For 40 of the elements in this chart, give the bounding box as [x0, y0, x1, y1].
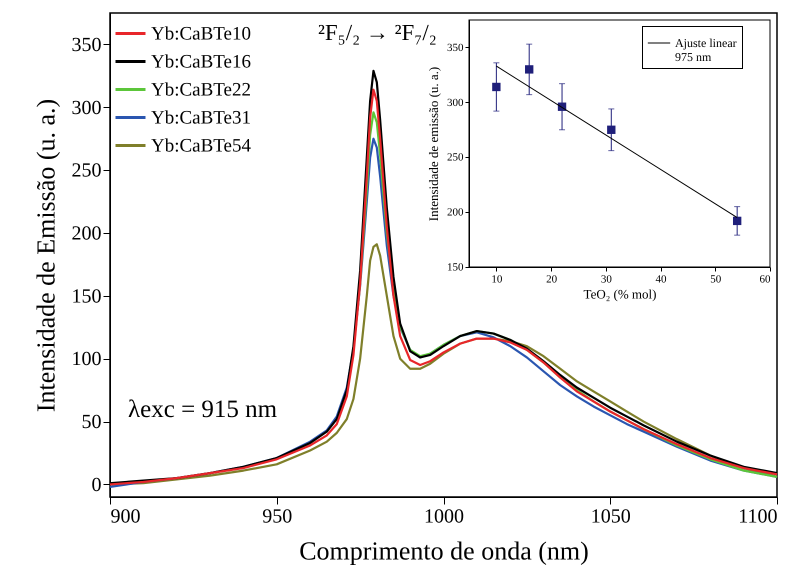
y-tick-label: 200 [72, 222, 102, 244]
point [492, 82, 501, 92]
y-tick-label: 250 [447, 152, 464, 164]
y-tick-label: 350 [72, 34, 102, 56]
annotation: λexc = 915 nm [128, 396, 278, 423]
y-tick-label: 0 [92, 474, 102, 496]
y-tick-label: 100 [72, 348, 102, 370]
legend-label: Yb:CaBTe10 [151, 24, 251, 44]
x-tick-label: 1000 [424, 506, 464, 528]
y-tick-label: 150 [72, 285, 102, 308]
x-tick-label: 1100 [738, 506, 778, 528]
legend-label: Yb:CaBTe22 [151, 80, 251, 100]
x-tick-label: 30 [600, 274, 612, 286]
x-tick-label: 60 [760, 274, 771, 286]
y-tick-label: 300 [447, 96, 464, 109]
y-tick-label: 300 [72, 96, 102, 119]
y-tick-label: 200 [447, 206, 464, 219]
point [607, 126, 616, 134]
x-axis-title: Comprimento de onda (nm) [299, 536, 589, 566]
y-tick-label: 50 [82, 411, 102, 434]
legend-label: Ajuste linear 975 nm [675, 36, 737, 64]
point [525, 65, 534, 74]
y-tick-label: 150 [447, 262, 464, 274]
x-tick-label: 1050 [590, 506, 631, 528]
x-tick-label: 10 [491, 274, 503, 286]
legend-label: Yb:CaBTe16 [151, 52, 251, 72]
y-axis-title: Intensidade de Emissão (u. a.) [32, 98, 60, 412]
y-tick-label: 350 [447, 42, 464, 54]
annotation: ²F₅/₂ → ²F₇/₂ [318, 20, 437, 45]
point [732, 216, 742, 226]
x-axis-title: TeO₂ (% mol) [584, 286, 656, 302]
x-tick-label: 950 [262, 506, 292, 528]
y-axis-title: Intensidade de emissão (u. a.) [426, 66, 441, 222]
x-tick-label: 20 [546, 274, 558, 286]
x-tick-label: 900 [110, 506, 140, 528]
legend-label: Yb:CaBTe31 [151, 108, 251, 128]
legend-label: Yb:CaBTe54 [151, 136, 252, 156]
x-tick-label: 40 [656, 274, 668, 286]
x-tick-label: 50 [710, 274, 722, 286]
y-tick-label: 250 [72, 160, 102, 182]
